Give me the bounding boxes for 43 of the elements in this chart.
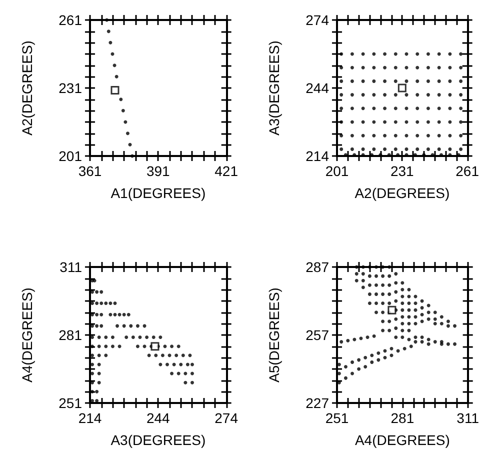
y-tick-label: 274 bbox=[306, 12, 330, 28]
point bbox=[128, 142, 132, 146]
y-tick-label: 251 bbox=[58, 395, 82, 411]
x-tick-label: 214 bbox=[78, 410, 102, 426]
y-tick-label: 287 bbox=[306, 259, 330, 275]
y-tick-label: 227 bbox=[306, 395, 330, 411]
y-axis-title: A2(DEGREES) bbox=[19, 40, 35, 136]
point bbox=[126, 132, 130, 136]
point bbox=[119, 98, 123, 102]
x-tick-label: 251 bbox=[325, 410, 349, 426]
x-tick-label: 244 bbox=[146, 410, 170, 426]
x-tick-label: 361 bbox=[78, 163, 102, 179]
y-tick-label: 244 bbox=[306, 80, 330, 96]
point bbox=[106, 30, 110, 34]
x-tick-label: 231 bbox=[390, 163, 414, 179]
x-tick-label: 261 bbox=[456, 163, 480, 179]
y-axis-title: A4(DEGREES) bbox=[19, 288, 35, 382]
point bbox=[110, 86, 120, 95]
x-axis-title: A4(DEGREES) bbox=[354, 432, 450, 448]
y-axis-title: A5(DEGREES) bbox=[266, 288, 282, 382]
point bbox=[108, 40, 112, 44]
x-axis-title: A3(DEGREES) bbox=[110, 432, 206, 448]
y-tick-label: 281 bbox=[58, 327, 82, 343]
point bbox=[130, 154, 134, 158]
x-tick-label: 274 bbox=[214, 410, 238, 426]
x-tick-label: 311 bbox=[456, 410, 480, 426]
x-tick-label: 421 bbox=[214, 163, 238, 179]
y-tick-label: 201 bbox=[58, 148, 82, 164]
point bbox=[112, 64, 116, 68]
y-tick-label: 257 bbox=[306, 327, 330, 343]
y-tick-label: 261 bbox=[58, 12, 82, 28]
x-tick-label: 281 bbox=[390, 410, 414, 426]
y-tick-label: 231 bbox=[58, 80, 82, 96]
point bbox=[105, 18, 109, 22]
x-tick-label: 201 bbox=[325, 163, 349, 179]
x-axis-title: A1(DEGREES) bbox=[110, 185, 206, 201]
y-tick-label: 214 bbox=[306, 148, 330, 164]
x-axis-title: A2(DEGREES) bbox=[354, 185, 450, 201]
y-tick-label: 311 bbox=[60, 259, 82, 275]
x-tick-label: 391 bbox=[146, 163, 170, 179]
point bbox=[121, 108, 125, 112]
point bbox=[114, 74, 118, 78]
y-axis-title: A3(DEGREES) bbox=[266, 40, 282, 136]
